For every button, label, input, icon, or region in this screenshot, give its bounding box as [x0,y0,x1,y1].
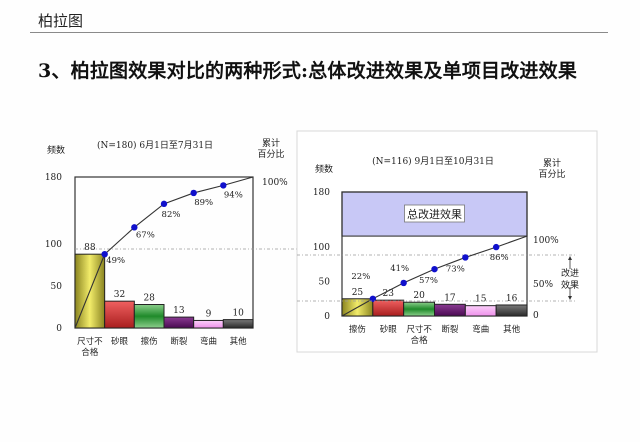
category-label: 擦伤 [141,336,158,347]
cumulative-percent-label: 41% [390,264,409,274]
cumulative-point [131,224,138,231]
bar [434,303,466,317]
bar-value-label: 15 [475,295,487,305]
category-label: 断裂 [441,324,459,335]
category-label: 断裂 [170,336,188,347]
cumulative-percent-label: 94% [224,190,243,200]
bar [495,304,528,317]
bar-value-label: 17 [444,293,456,303]
total-improvement-label-box [404,204,465,223]
cumulative-percent-label: 86% [490,253,509,263]
cumulative-point [400,279,407,287]
y-axis-label: 频数 [315,163,333,175]
bar-value-label: 9 [206,309,212,319]
cumulative-percent-label: 57% [419,276,438,286]
y-tick-label: 50 [319,278,331,288]
bar-value-label: 20 [413,291,425,301]
bar [222,319,254,329]
cumulative-point [101,250,108,258]
bar [372,299,405,317]
y-tick-label: 180 [45,173,62,183]
y2-axis-label: 累计 [262,137,280,149]
category-label: 尺寸不 [77,336,103,347]
category-label: 尺寸不 [406,324,432,335]
bar [133,304,165,329]
y2-axis-label: 累计 [543,157,561,169]
cumulative-point [190,189,197,197]
y-tick-label: 0 [56,324,62,334]
cumulative-point [431,265,438,273]
cumulative-percent-label: 89% [194,198,213,208]
bar-value-label: 16 [506,294,518,304]
y-tick-label: 100 [45,240,62,250]
bar [403,301,435,317]
header-divider [30,32,608,33]
page-title: 3、柏拉图效果对比的两种形式:总体改进效果及单项目改进效果 [38,60,578,82]
cumulative-percent-label: 73% [446,264,465,274]
category-label: 其他 [503,324,521,335]
bar-value-label: 32 [114,290,125,300]
y2-tick-label: 50% [533,280,553,290]
cumulative-percent-label: 49% [106,256,125,266]
bar-value-label: 28 [143,294,155,304]
improvement-effect-label: 效果 [561,279,579,291]
cumulative-point [220,182,227,189]
cumulative-percent-label: 82% [162,210,181,220]
y2-tick-label: 100% [262,178,288,188]
y2-axis-label: 百分比 [538,168,565,180]
y2-tick-label: 100% [533,236,559,246]
arrow-down-icon [568,296,572,300]
bar [464,305,497,317]
bar-value-label: 13 [173,306,185,316]
arrow-up-icon [568,256,572,260]
bar-value-label: 88 [84,243,96,253]
category-label: 弯曲 [200,336,217,347]
y-tick-label: 100 [313,243,330,253]
category-label: 合格 [81,347,99,358]
cumulative-point [369,295,377,302]
bar [163,316,195,329]
category-label: 弯曲 [472,324,489,335]
y2-axis-label: 百分比 [257,148,284,160]
y2-tick-label: 0 [533,311,539,321]
y-tick-label: 50 [51,282,63,292]
bar-value-label: 23 [383,289,395,299]
category-label: 砂眼 [111,336,129,347]
chart-title: (N=116) 9月1日至10月31日 [372,156,494,167]
category-label: 合格 [411,335,429,346]
category-label: 其他 [230,336,248,347]
cumulative-percent-label: 67% [136,230,155,240]
y-tick-label: 0 [324,312,330,322]
cumulative-point [492,243,500,251]
section-header: 柏拉图 [38,12,84,30]
cumulative-percent-label: 22% [351,272,370,282]
chart-title: (N=180) 6月1日至7月31日 [97,140,213,151]
y-axis-label: 频数 [47,144,65,156]
y-tick-label: 180 [313,188,330,198]
cumulative-point [462,254,469,261]
bar-value-label: 25 [352,288,364,298]
category-label: 砂眼 [380,324,398,335]
bar-value-label: 10 [232,309,244,319]
improvement-effect-label: 改进 [561,267,579,279]
bar [104,300,135,329]
bar [193,319,224,329]
cumulative-point [160,200,168,208]
category-label: 擦伤 [349,324,366,335]
total-improvement-label: 总改进效果 [407,207,462,221]
